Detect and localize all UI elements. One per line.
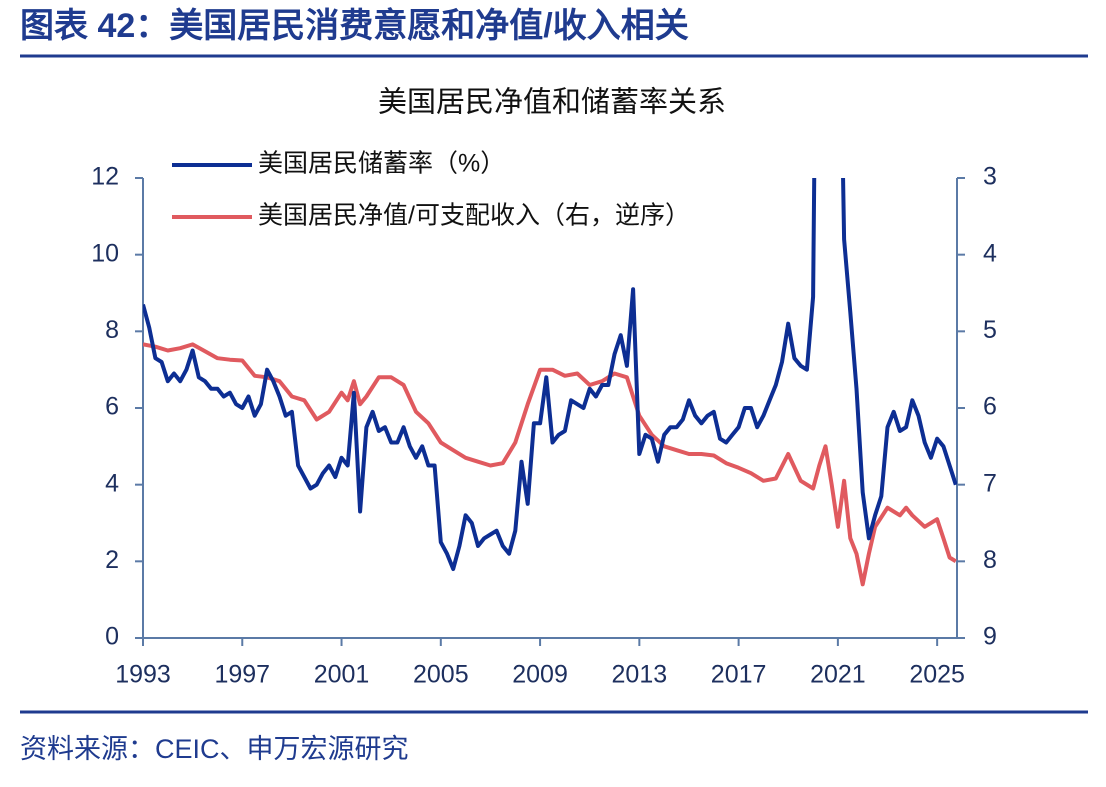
x-tick-label: 1993 xyxy=(115,661,171,689)
x-tick-label: 2009 xyxy=(512,661,568,689)
chart-title: 美国居民净值和储蓄率关系 xyxy=(378,86,726,119)
y2-tick-label: 9 xyxy=(983,623,997,651)
x-tick-label: 2013 xyxy=(612,661,668,689)
x-tick-label: 2001 xyxy=(314,661,370,689)
x-tick-label: 2017 xyxy=(711,661,767,689)
y2-tick-label: 7 xyxy=(983,469,997,497)
x-tick-label: 2021 xyxy=(810,661,866,689)
y2-tick-label: 4 xyxy=(983,239,997,267)
y-tick-label: 8 xyxy=(105,316,119,344)
page-title: 图表 42：美国居民消费意愿和净值/收入相关 xyxy=(20,7,689,45)
x-tick-label: 1997 xyxy=(214,661,270,689)
series-line xyxy=(143,178,957,571)
legend-label: 美国居民储蓄率（%） xyxy=(258,150,505,178)
y-tick-label: 10 xyxy=(91,239,119,267)
y2-tick-label: 3 xyxy=(983,163,997,191)
y-tick-label: 4 xyxy=(105,469,119,497)
y-tick-label: 12 xyxy=(91,163,119,191)
y-tick-label: 6 xyxy=(105,393,119,421)
x-tick-label: 2005 xyxy=(413,661,469,689)
y2-tick-label: 5 xyxy=(983,316,997,344)
y-tick-label: 2 xyxy=(105,546,119,574)
legend-label: 美国居民净值/可支配收入（右，逆序） xyxy=(258,202,690,230)
y-tick-label: 0 xyxy=(105,623,119,651)
y2-tick-label: 6 xyxy=(983,393,997,421)
source: 资料来源：CEIC、申万宏源研究 xyxy=(20,734,409,764)
x-tick-label: 2025 xyxy=(909,661,965,689)
y2-tick-label: 8 xyxy=(983,546,997,574)
series-line xyxy=(143,342,957,587)
